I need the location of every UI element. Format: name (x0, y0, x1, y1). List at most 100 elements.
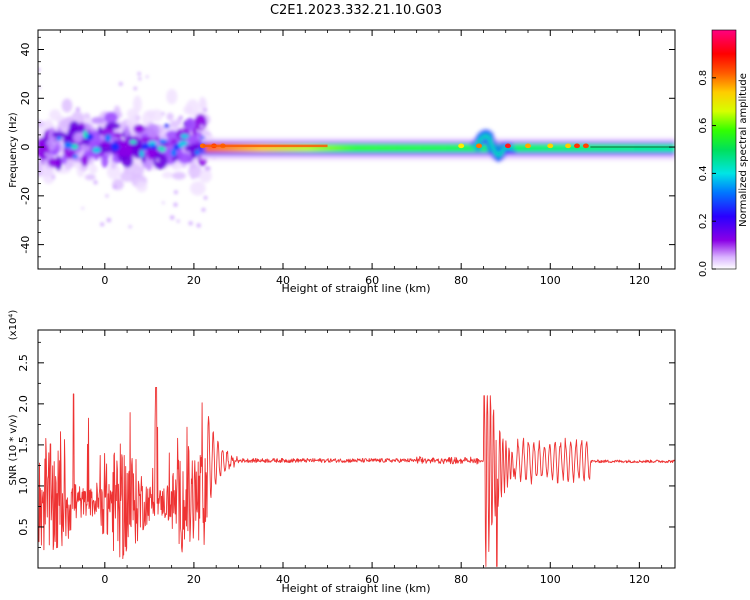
spectral-dot (145, 75, 149, 78)
spectral-dot (93, 180, 98, 185)
spectral-core (111, 142, 118, 148)
spectral-dot (176, 219, 180, 223)
spectral-blob (47, 158, 60, 168)
spectral-dot (191, 176, 194, 179)
spectrogram-ylabel: Frequency (Hz) (8, 112, 19, 188)
spectral-dot (112, 185, 117, 189)
spectral-core (149, 144, 157, 150)
spectral-core (194, 149, 201, 156)
spectral-blob (100, 140, 110, 147)
spectral-blob (89, 142, 99, 148)
snr-xtick-label: 100 (540, 573, 561, 586)
spectral-core (70, 143, 79, 150)
spectral-haze (136, 181, 148, 193)
spectral-dot (105, 194, 109, 198)
spectral-dot (201, 207, 206, 212)
spectral-dot (170, 215, 175, 220)
spectral-blob (73, 132, 83, 143)
spectral-blob (80, 155, 89, 167)
spectral-blob (105, 122, 121, 130)
band-hotspot (582, 143, 589, 149)
spectral-dot (81, 207, 84, 210)
spectral-haze (61, 98, 73, 113)
spectral-haze (188, 164, 202, 179)
spectral-haze (49, 109, 61, 121)
spectral-haze (172, 171, 186, 180)
spectrogram-ytick-label: 40 (19, 43, 32, 57)
spectral-dot (137, 72, 141, 76)
spectral-dot (128, 225, 132, 229)
spectral-dot (75, 107, 80, 112)
band-hotspot (525, 143, 531, 149)
spectral-dot (203, 108, 208, 112)
spectral-blob (152, 152, 168, 170)
spectrogram-axes: 0 20 40 60 80 100 120 -40 -20 0 20 40 (19, 30, 675, 287)
spectral-blob (61, 154, 68, 165)
spectral-dot (203, 196, 208, 200)
spectral-haze (38, 120, 45, 128)
colorbar-tick-label: 0.2 (698, 213, 709, 229)
band (200, 130, 675, 162)
spectral-dot (173, 202, 178, 207)
snr-xtick-label: 120 (629, 573, 650, 586)
colorbar-frame (711, 29, 737, 270)
spectral-dot (178, 115, 183, 120)
spectral-blob (80, 144, 89, 152)
spectral-core (170, 148, 177, 157)
spectral-haze (199, 168, 212, 183)
spectrogram-frame (37, 29, 676, 270)
spectral-dot (38, 68, 41, 72)
band-hotspot (458, 143, 465, 149)
snr-series-line (38, 386, 675, 567)
spectral-blob (116, 147, 131, 157)
band-hotspot (476, 143, 482, 149)
spectral-core (158, 139, 168, 144)
snr-xtick-label: 0 (101, 573, 108, 586)
spectral-blob (146, 123, 160, 139)
spectral-dot (180, 128, 184, 131)
colorbar-tick-label: 0.6 (698, 118, 709, 134)
spectral-haze (166, 88, 178, 105)
colorbar-tick-label: 0.8 (698, 70, 709, 86)
spectral-core (159, 146, 167, 152)
spectral-blob (124, 125, 130, 138)
colorbar-tick-label: 0.0 (698, 261, 709, 277)
spectral-haze (106, 163, 121, 180)
spectrogram-ytick-label: -40 (19, 236, 32, 254)
spectral-blob (86, 151, 101, 158)
snr-xtick-label: 40 (276, 573, 290, 586)
spectral-haze (89, 164, 98, 175)
figure-title: C2E1.2023.332.21.10.G03 (270, 3, 442, 18)
spectrogram-xtick-label: 0 (101, 274, 108, 287)
colorbar: 0.0 0.2 0.4 0.6 0.8 Normalized spectral ampl… (698, 29, 749, 277)
spectral-blob (187, 135, 199, 145)
spectral-blob (104, 112, 118, 124)
spectral-dot (138, 77, 142, 81)
spectral-dot (44, 152, 49, 156)
spectral-core (104, 134, 112, 142)
spectral-dot (187, 151, 190, 154)
spectrogram-ytick-label: 20 (19, 91, 32, 105)
band-hotspot (547, 143, 554, 149)
band-hotspots (199, 143, 675, 149)
spectral-core (63, 141, 73, 149)
spectral-blob (165, 130, 179, 140)
spectral-core (180, 133, 190, 139)
spectral-blob (91, 116, 105, 125)
band-hotspot (504, 143, 511, 149)
snr-frame (37, 329, 676, 569)
snr-xtick-label: 20 (187, 573, 201, 586)
spectral-blob (51, 131, 67, 138)
spectral-dot (199, 124, 204, 129)
spectral-dot (174, 190, 178, 195)
spectral-blob (101, 152, 109, 168)
spectral-core (163, 123, 170, 129)
spectrogram-xtick-label: 80 (454, 274, 468, 287)
spectral-blob (72, 125, 86, 133)
band-hotspot (574, 143, 580, 149)
spectral-haze (132, 95, 142, 114)
spectral-blob (178, 153, 192, 164)
spectral-haze (126, 108, 138, 120)
snr-ylabel: SNR (10 * v/v) (8, 414, 19, 485)
